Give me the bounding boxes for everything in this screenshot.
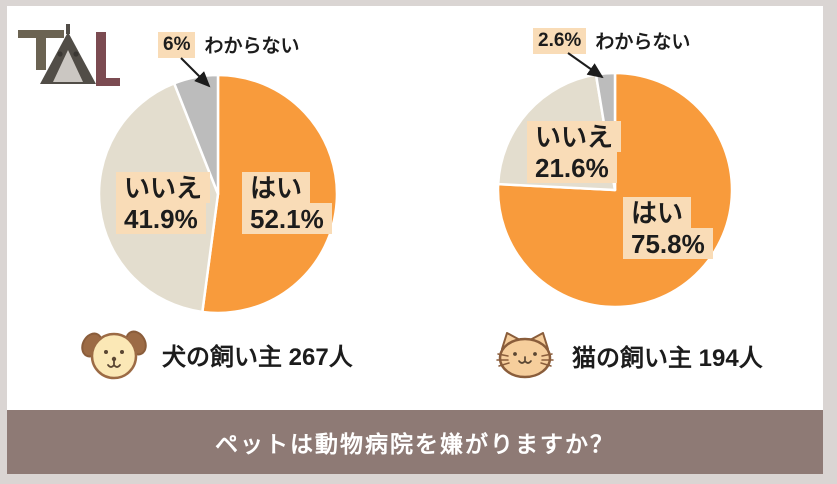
- cat-no-pct: 21.6%: [527, 152, 617, 184]
- question-banner: ペットは動物病院を嫌がりますか？: [7, 410, 823, 474]
- dog-yes-label: はい 52.1%: [242, 172, 332, 235]
- dog-icon: [81, 330, 147, 380]
- dog-no-pct: 41.9%: [116, 203, 206, 235]
- cat-yes-label: はい 75.8%: [623, 197, 713, 260]
- dog-no-label: いいえ 41.9%: [116, 172, 211, 235]
- cat-yes-name: はい: [623, 197, 692, 229]
- question-banner-text: ペットは動物病院を嫌がりますか？: [215, 431, 615, 457]
- dog-yes-name: はい: [242, 172, 311, 204]
- dog-unknown-pct: 6%: [158, 31, 196, 58]
- cat-no-label: いいえ 21.6%: [527, 121, 622, 184]
- cat-unknown-callout: 2.6% わからない: [533, 27, 690, 54]
- dog-no-name: いいえ: [116, 172, 211, 204]
- dog-unknown-name: わからない: [204, 36, 300, 57]
- cat-icon: [496, 332, 554, 379]
- cat-yes-pct: 75.8%: [623, 228, 713, 260]
- cat-unknown-pct: 2.6%: [533, 27, 587, 54]
- cat-unknown-name: わからない: [595, 32, 691, 53]
- tal-logo-icon: [18, 24, 120, 86]
- cat-no-name: いいえ: [527, 121, 622, 153]
- cat-caption-text: 猫の飼い主 194人: [572, 344, 763, 372]
- dog-yes-pct: 52.1%: [242, 203, 332, 235]
- dog-caption: 犬の飼い主 267人: [81, 326, 353, 382]
- dog-unknown-callout: 6% わからない: [158, 31, 299, 58]
- cat-caption: 猫の飼い主 194人: [493, 330, 763, 380]
- pie-chart-cat-owners: [496, 71, 734, 309]
- dog-caption-text: 犬の飼い主 267人: [162, 343, 353, 371]
